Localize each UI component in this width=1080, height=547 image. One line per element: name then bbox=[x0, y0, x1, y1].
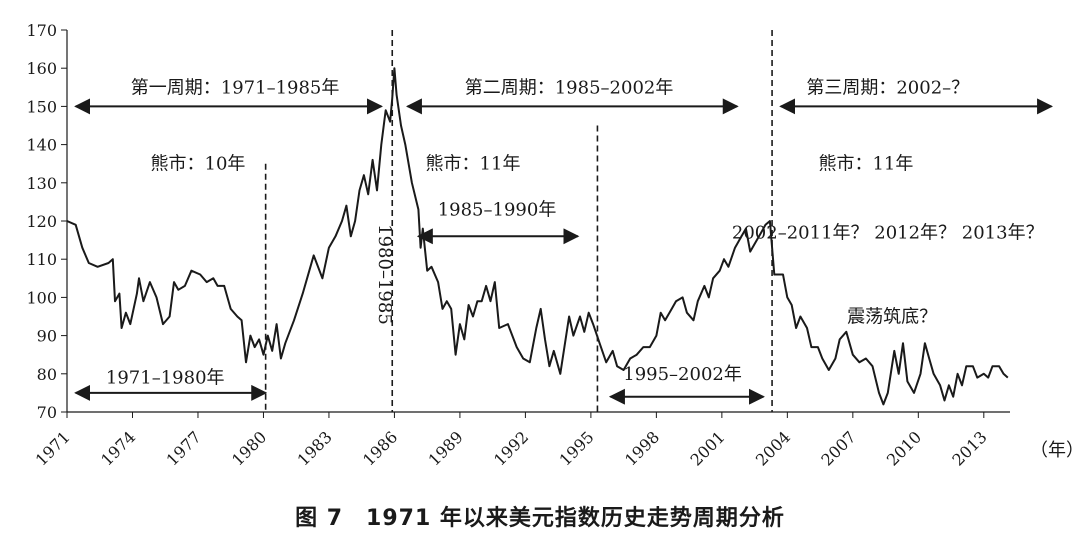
y-tick-label: 80 bbox=[37, 365, 57, 384]
y-tick-label: 160 bbox=[26, 59, 57, 78]
annotation-label: 第三周期：2002–？ bbox=[806, 77, 969, 98]
usd-index-line bbox=[66, 67, 1009, 406]
annotation-label: 1985–1990年 bbox=[438, 200, 557, 221]
annotation-label: 1995–2002年 bbox=[623, 364, 742, 385]
x-tick-label: 1995 bbox=[555, 427, 597, 469]
x-tick-label: 1989 bbox=[425, 427, 467, 469]
x-tick-label: 2010 bbox=[883, 427, 925, 469]
usd-index-chart: 70 80 90 100 110 120 130 140 150 160 170 1971 1974 19… bbox=[26, 21, 1080, 470]
x-tick-label: 2004 bbox=[752, 427, 794, 469]
annotation-label: 1971–1980年 bbox=[106, 368, 225, 389]
x-tick-label: 1974 bbox=[97, 427, 139, 469]
y-tick-label: 130 bbox=[26, 174, 57, 193]
annotation-label: 熊市：11年 bbox=[818, 154, 913, 175]
annotation-label: 第二周期：1985–2002年 bbox=[465, 77, 674, 98]
annotation-label: 第一周期：1971–1985年 bbox=[131, 77, 340, 98]
y-tick-label: 150 bbox=[26, 97, 57, 116]
y-tick-label: 170 bbox=[26, 21, 57, 40]
x-tick-label: 2013 bbox=[948, 427, 990, 469]
x-tick-label: 2001 bbox=[686, 427, 728, 469]
y-tick-label: 70 bbox=[37, 403, 57, 422]
y-tick-label: 100 bbox=[26, 288, 57, 307]
x-tick-label: 1998 bbox=[621, 427, 663, 469]
annotation-label: 熊市：11年 bbox=[426, 154, 521, 175]
series-group bbox=[66, 67, 1009, 406]
annotations-group: 第一周期：1971–1985年 第二周期：1985–2002年 第三周期：2002–… bbox=[106, 77, 1044, 388]
y-tick-label: 110 bbox=[26, 250, 57, 269]
annotation-label: 震荡筑底？ bbox=[847, 307, 937, 328]
x-unit-label: （年） bbox=[1030, 440, 1080, 461]
annotation-label: 熊市：10年 bbox=[151, 154, 246, 175]
annotation-label: 2002–2011年？ 2012年？ 2013年？ bbox=[732, 222, 1044, 243]
x-tick-label: 1983 bbox=[294, 427, 336, 469]
y-tick-label: 140 bbox=[26, 136, 57, 155]
x-tick-label: 1977 bbox=[163, 427, 205, 469]
x-tick-label: 2007 bbox=[817, 427, 859, 469]
x-tick-label: 1992 bbox=[490, 427, 532, 469]
arrows-group bbox=[74, 98, 1054, 405]
x-tick-label: 1971 bbox=[32, 427, 74, 469]
x-tick-label: 1980 bbox=[228, 427, 270, 469]
x-tick-label: 1986 bbox=[359, 427, 401, 469]
y-tick-label: 120 bbox=[26, 212, 57, 231]
rotated-annotation-label: 1980–1985 bbox=[374, 224, 395, 325]
figure-caption: 图 7 1971 年以来美元指数历史走势周期分析 bbox=[295, 506, 785, 531]
y-tick-label: 90 bbox=[37, 327, 57, 346]
